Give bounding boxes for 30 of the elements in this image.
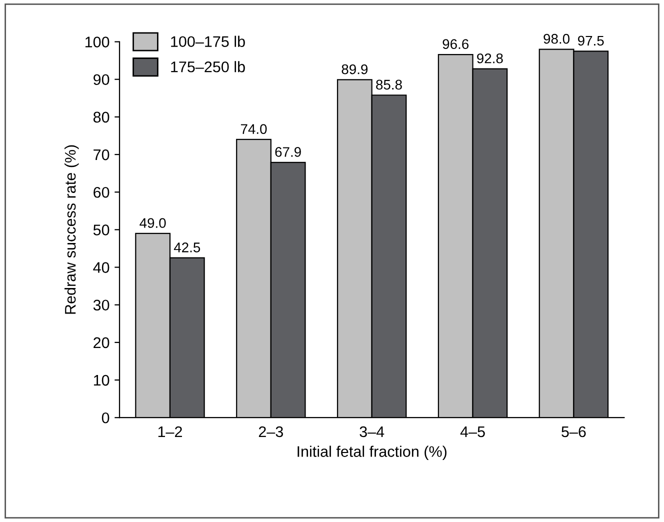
y-tick-label: 10 (94, 374, 110, 386)
x-tick-label: 2–3 (258, 426, 283, 438)
text: 98.0 (544, 34, 570, 44)
text: 89.9 (342, 64, 368, 74)
text: 97.5 (578, 36, 604, 46)
y-axis-title: Redraw success rate (%) (64, 145, 79, 314)
y-tick-label: 40 (93, 262, 110, 273)
x-tick-label: 5–6 (562, 426, 586, 438)
y-tick-label: 60 (94, 186, 110, 198)
text: 74.0 (240, 124, 267, 134)
x-tick-label: 3–4 (360, 426, 384, 438)
y-tick-label: 70 (94, 149, 110, 160)
text: 92.8 (477, 53, 503, 64)
y-tick-label: 30 (93, 300, 110, 311)
text: 67.9 (275, 147, 301, 157)
y-tick-label: 100 (85, 36, 110, 48)
y-tick-label: 20 (94, 337, 110, 348)
y-tick-label: 0 (102, 412, 110, 424)
text: 42.5 (174, 242, 200, 252)
legend-label: 100–175 lb (171, 36, 245, 48)
x-tick-label: 1–2 (158, 426, 182, 438)
y-tick-label: 90 (94, 74, 110, 86)
text: 96.6 (442, 39, 469, 50)
y-tick-label: 80 (93, 112, 110, 123)
text: 85.8 (376, 80, 402, 90)
legend-label: 175–250 lb (171, 61, 245, 72)
text: 49.0 (140, 218, 166, 228)
x-axis-title: Initial fetal fraction (%) (298, 446, 446, 460)
y-tick-label: 50 (93, 224, 110, 236)
x-tick-label: 4–5 (460, 426, 485, 438)
